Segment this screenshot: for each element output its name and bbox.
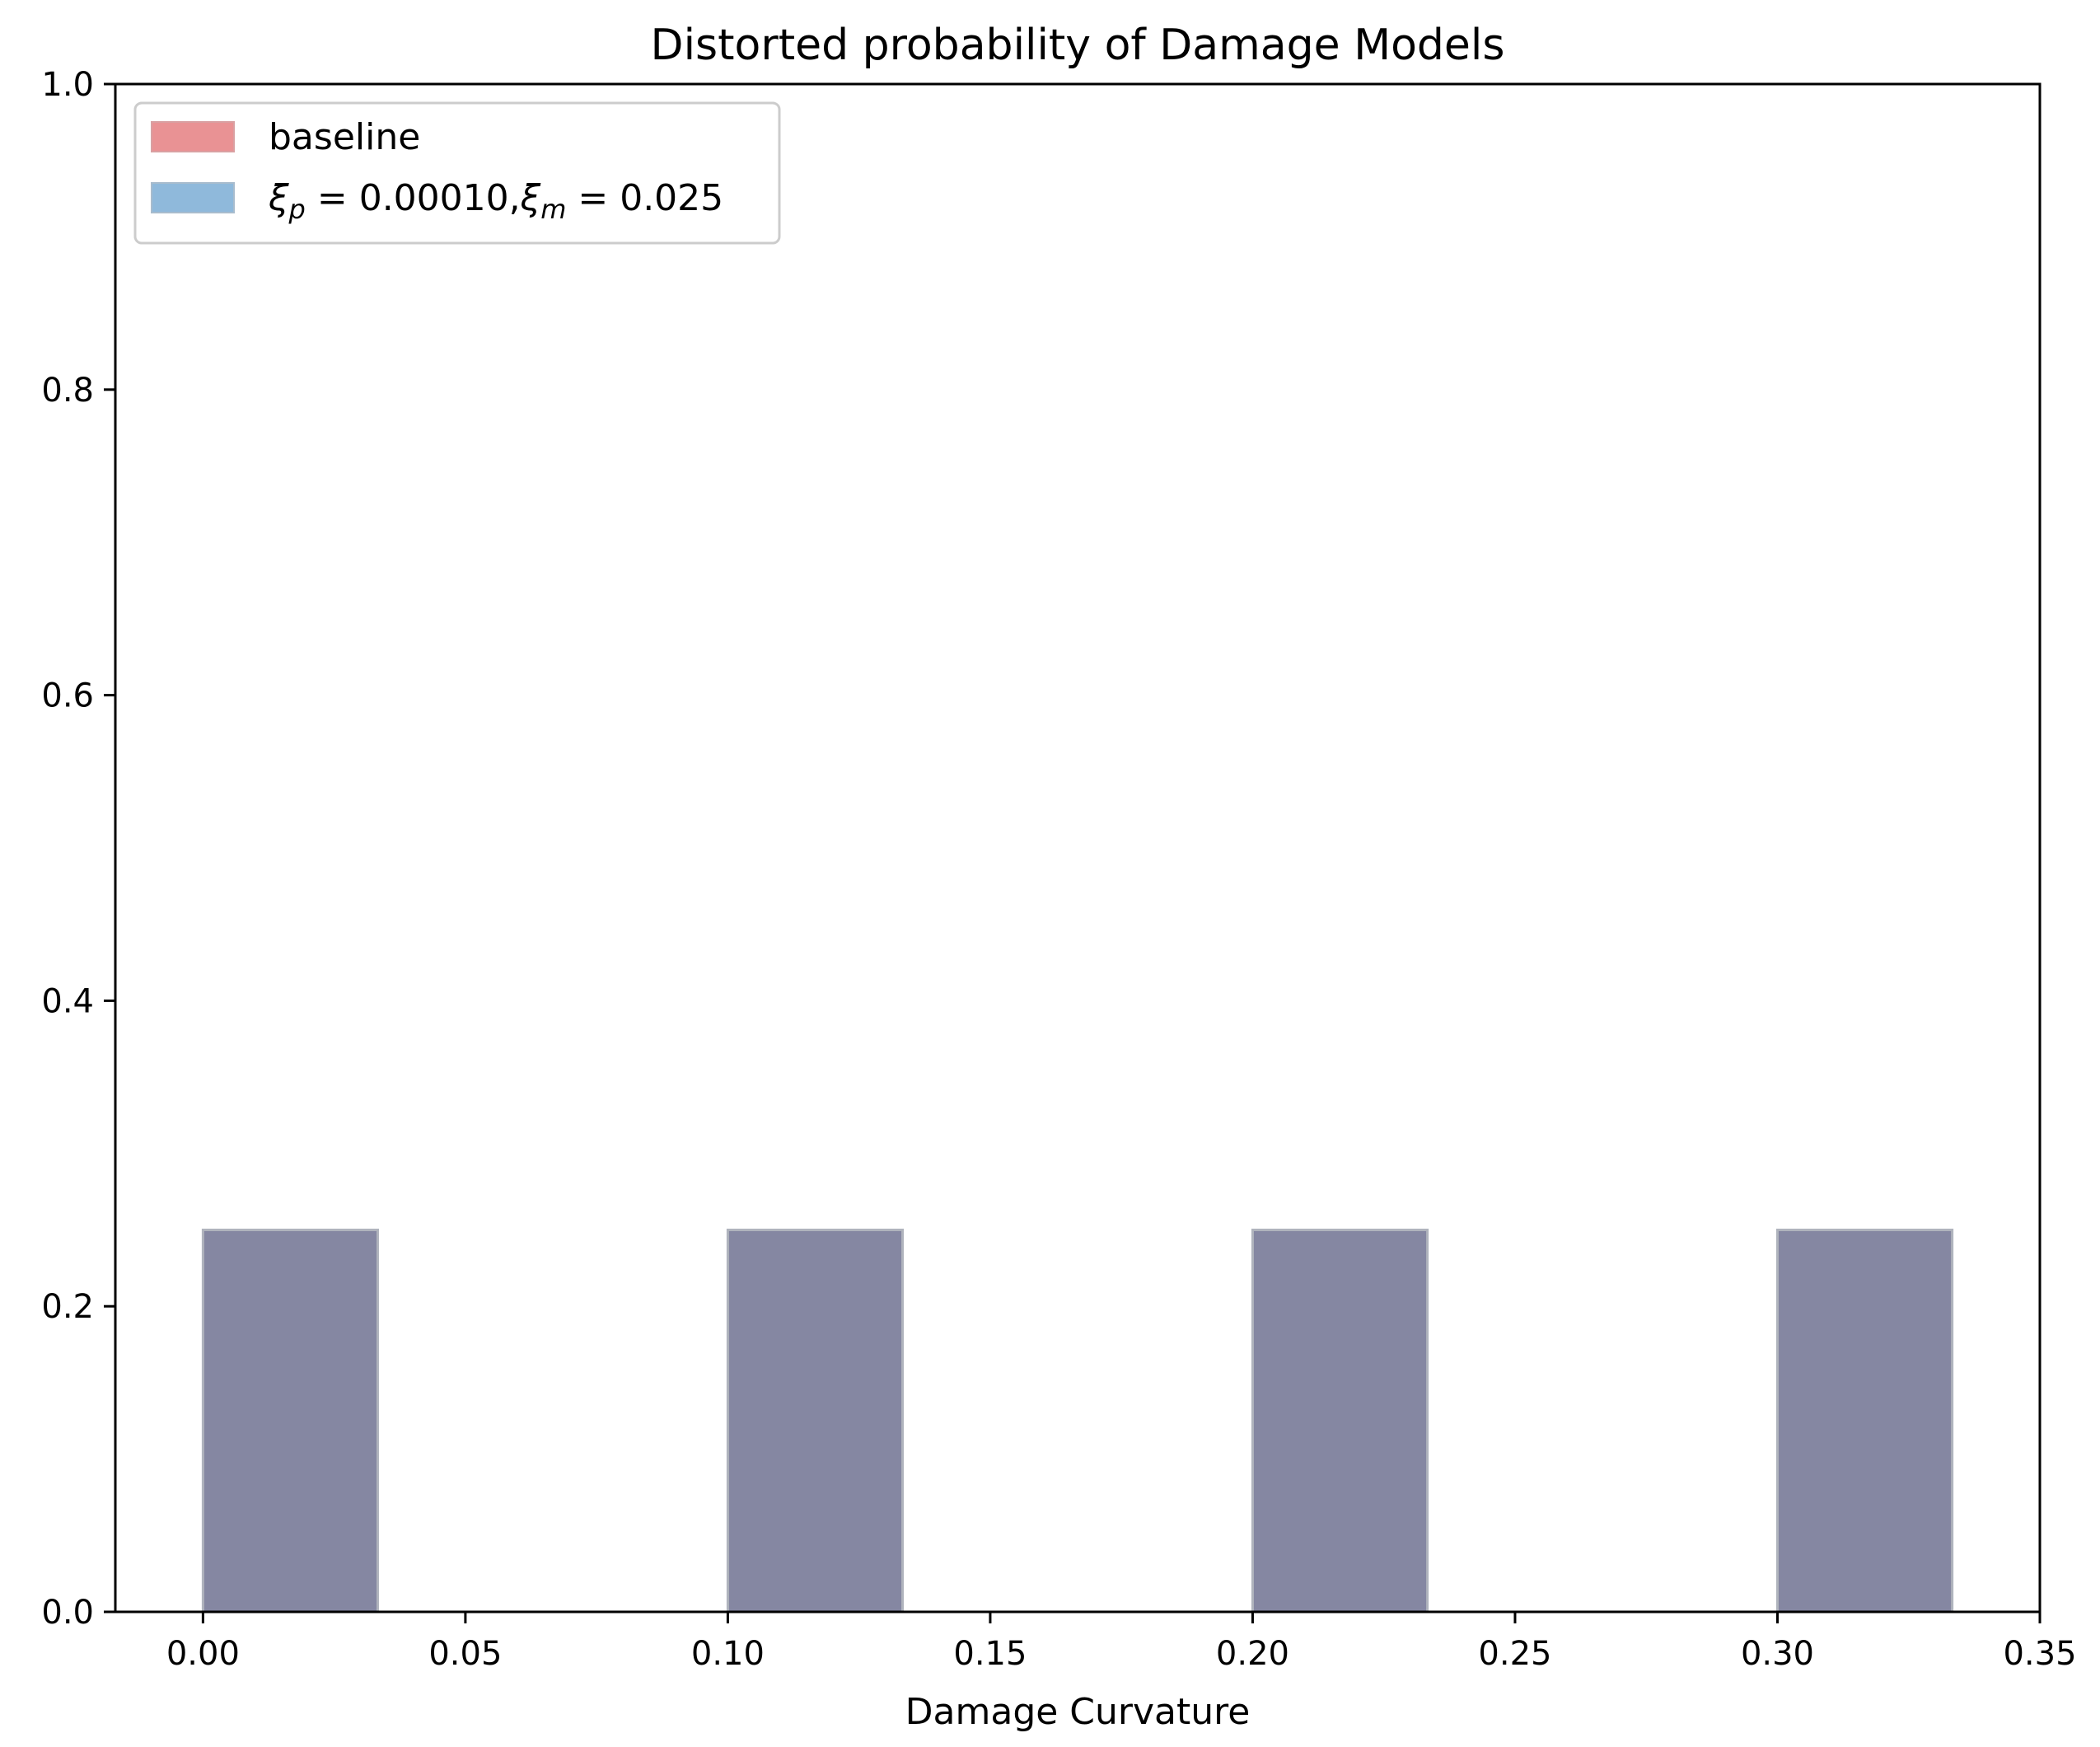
- x-tick-label: 0.20: [1216, 1635, 1289, 1673]
- histogram-bar: [1777, 1230, 1952, 1613]
- x-tick-label: 0.25: [1478, 1635, 1551, 1673]
- plot-frame: [115, 84, 2040, 1612]
- y-tick-label: 0.4: [41, 982, 94, 1020]
- x-tick-label: 0.15: [953, 1635, 1027, 1673]
- legend-xi-p-subscript: p: [288, 194, 306, 225]
- y-tick-label: 1.0: [41, 66, 94, 104]
- legend-xi-p-symbol: ξ: [268, 177, 289, 219]
- legend-label-distorted: ξp = 0.00010,ξm = 0.025: [268, 177, 723, 225]
- histogram-bar: [727, 1230, 902, 1613]
- y-axis-ticks: 0.0 0.2 0.4 0.6 0.8 1.0: [41, 66, 115, 1632]
- x-tick-label: 0.00: [166, 1635, 240, 1673]
- legend-swatch-distorted: [152, 183, 234, 213]
- x-tick-label: 0.35: [2003, 1635, 2076, 1673]
- legend: baseline ξp = 0.00010,ξm = 0.025: [135, 103, 779, 243]
- legend-xi-m-value: = 0.025: [566, 177, 723, 219]
- chart-title: Distorted probability of Damage Models: [651, 21, 1505, 70]
- histogram-bar: [203, 1230, 377, 1613]
- x-tick-label: 0.30: [1741, 1635, 1814, 1673]
- x-tick-label: 0.10: [691, 1635, 765, 1673]
- legend-label-baseline: baseline: [269, 116, 420, 158]
- x-axis-label: Damage Curvature: [905, 1691, 1251, 1733]
- y-tick-label: 0.6: [41, 677, 94, 715]
- x-axis-ticks: 0.00 0.05 0.10 0.15 0.20 0.25 0.30 0.35: [166, 1612, 2077, 1673]
- y-tick-label: 0.2: [41, 1288, 94, 1326]
- x-tick-label: 0.05: [428, 1635, 502, 1673]
- legend-xi-p-value: = 0.00010,: [306, 177, 521, 219]
- legend-xi-m-subscript: m: [540, 194, 566, 225]
- histogram-bar: [1252, 1230, 1427, 1613]
- y-tick-label: 0.8: [41, 372, 94, 410]
- legend-swatch-baseline: [152, 122, 234, 152]
- legend-xi-m-symbol: ξ: [520, 177, 541, 219]
- y-tick-label: 0.0: [41, 1594, 94, 1632]
- bars-layer: [203, 1230, 1952, 1613]
